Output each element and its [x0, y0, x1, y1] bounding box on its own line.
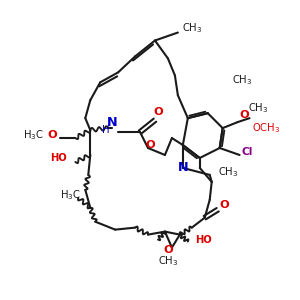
Text: H$_3$C: H$_3$C — [22, 128, 43, 142]
Text: N: N — [178, 161, 188, 174]
Text: O: O — [163, 244, 173, 254]
Text: O: O — [48, 130, 57, 140]
Text: CH$_3$: CH$_3$ — [182, 22, 202, 35]
Text: HO: HO — [50, 153, 67, 163]
Text: CH$_3$: CH$_3$ — [248, 101, 268, 115]
Text: H: H — [103, 125, 110, 135]
Text: O: O — [240, 110, 249, 120]
Text: HO: HO — [195, 235, 212, 244]
Text: OCH$_3$: OCH$_3$ — [251, 121, 280, 135]
Text: CH$_3$: CH$_3$ — [232, 74, 252, 87]
Text: CH$_3$: CH$_3$ — [158, 255, 178, 268]
Text: H$_3$C: H$_3$C — [60, 188, 81, 202]
Text: CH$_3$: CH$_3$ — [218, 165, 238, 179]
Text: O: O — [153, 107, 163, 117]
Text: Cl: Cl — [242, 147, 253, 157]
Text: O: O — [145, 140, 155, 150]
Text: N: N — [107, 116, 118, 129]
Text: O: O — [220, 200, 230, 210]
